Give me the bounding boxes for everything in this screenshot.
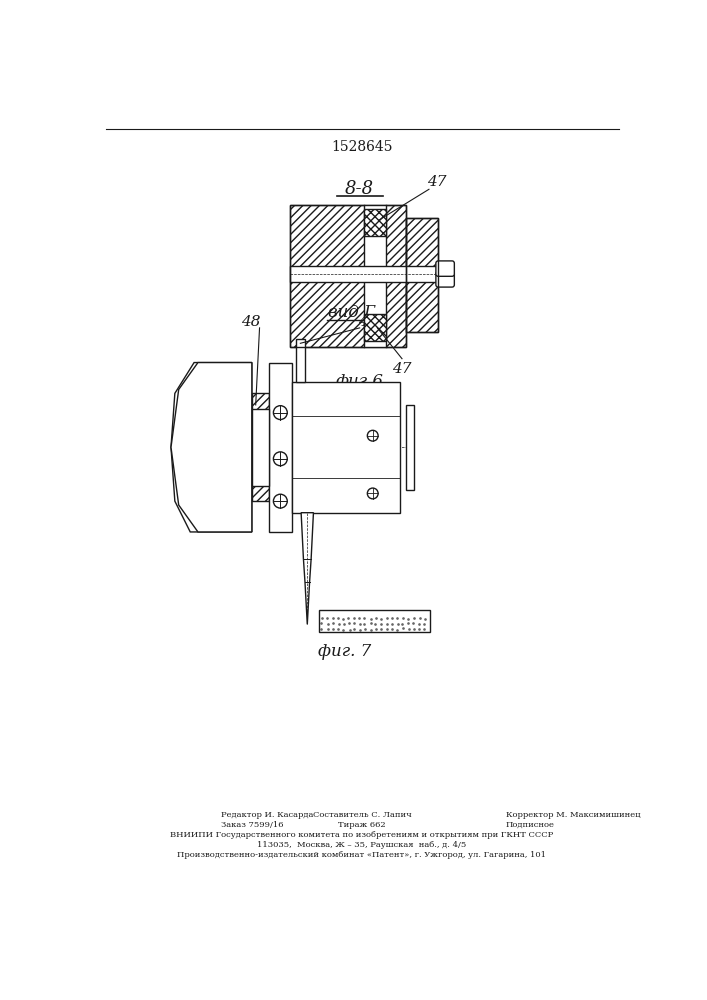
Bar	[364, 205, 386, 347]
Bar	[364, 209, 386, 235]
Text: 47: 47	[392, 362, 411, 376]
Text: вид Г: вид Г	[328, 304, 375, 321]
Bar	[252, 409, 269, 486]
Polygon shape	[171, 363, 252, 532]
Bar	[406, 405, 414, 490]
Text: ВНИИПИ Государственного комитета по изобретениям и открытиям при ГКНТ СССР: ВНИИПИ Государственного комитета по изоб…	[170, 831, 554, 839]
Polygon shape	[301, 513, 313, 624]
Text: 47: 47	[427, 175, 446, 189]
Bar	[406, 218, 438, 332]
Text: Составитель С. Лапич: Составитель С. Лапич	[312, 811, 411, 819]
Text: 8-8: 8-8	[345, 180, 374, 198]
Text: 49: 49	[358, 315, 377, 329]
Bar	[291, 205, 406, 347]
Text: 113035,  Москва, Ж – 35, Раушская  наб., д. 4/5: 113035, Москва, Ж – 35, Раушская наб., д…	[257, 841, 467, 849]
Bar	[291, 266, 450, 282]
Text: 48: 48	[240, 315, 260, 329]
Bar	[291, 205, 406, 347]
Text: Подписное: Подписное	[506, 821, 555, 829]
Text: Корректор М. Максимишинец: Корректор М. Максимишинец	[506, 811, 641, 819]
Text: фиг.6: фиг.6	[336, 373, 384, 390]
FancyBboxPatch shape	[436, 272, 455, 287]
Bar	[269, 363, 292, 532]
Bar	[252, 393, 269, 501]
Bar	[292, 382, 399, 513]
Bar	[406, 218, 438, 332]
Text: Тираж 662: Тираж 662	[338, 821, 386, 829]
Text: фиг. 7: фиг. 7	[317, 643, 371, 660]
Bar	[252, 393, 269, 501]
Bar	[364, 314, 386, 341]
Bar	[364, 209, 386, 235]
Bar	[364, 314, 386, 341]
Bar	[291, 205, 406, 347]
Bar	[406, 218, 438, 332]
FancyBboxPatch shape	[436, 261, 455, 276]
Bar	[319, 610, 431, 632]
Text: 1528645: 1528645	[331, 140, 392, 154]
PathPatch shape	[171, 363, 252, 532]
Text: Редактор И. Касарда: Редактор И. Касарда	[221, 811, 313, 819]
Bar	[296, 339, 305, 382]
Text: Заказ 7599/16: Заказ 7599/16	[221, 821, 284, 829]
Text: Производственно-издательский комбинат «Патент», г. Ужгород, ул. Гагарина, 101: Производственно-издательский комбинат «П…	[177, 851, 547, 859]
